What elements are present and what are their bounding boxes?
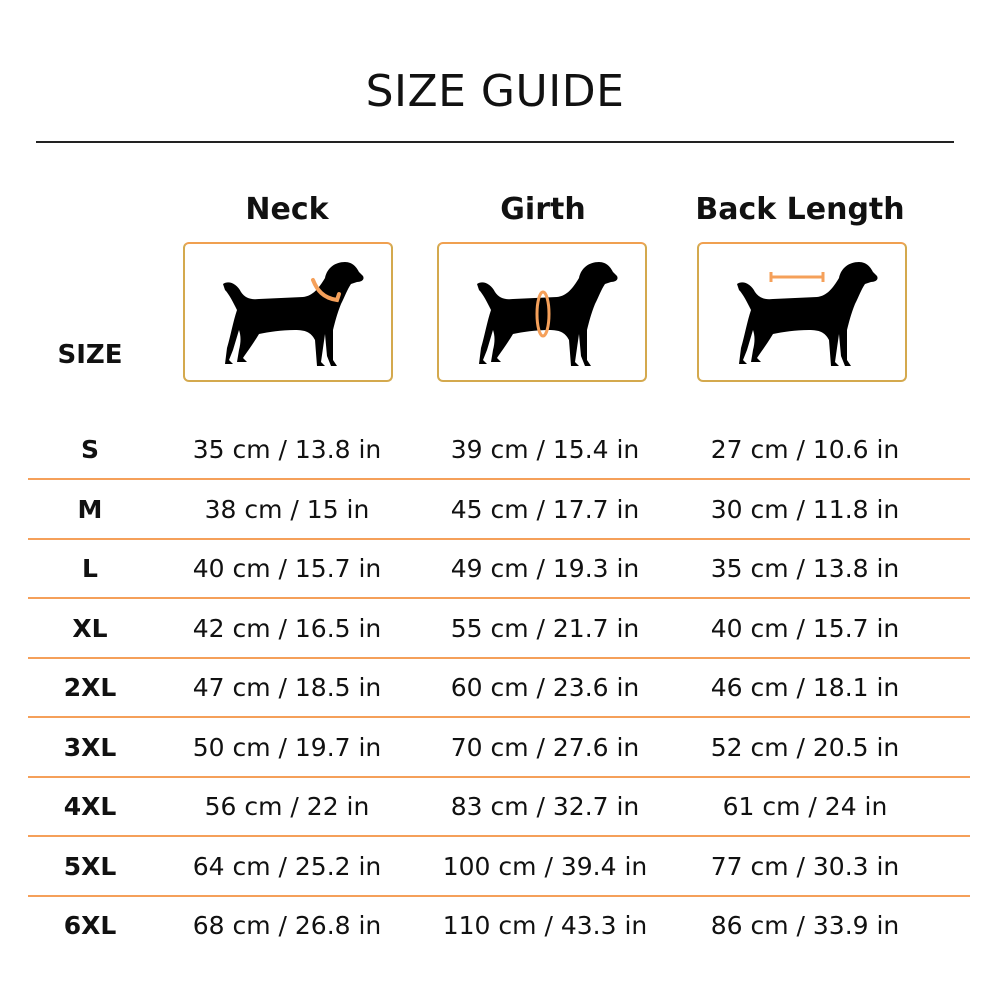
row-divider	[28, 537, 970, 540]
girth-cell: 70 cm / 27.6 in	[450, 732, 640, 762]
size-cell: M	[77, 494, 103, 524]
girth-cell: 45 cm / 17.7 in	[450, 494, 640, 524]
table-row: 5XL 64 cm / 25.2 in 100 cm / 39.4 in 77 cm …	[0, 837, 990, 897]
dog-silhouette	[737, 262, 878, 366]
row-divider	[28, 716, 970, 718]
girth-column-header: Girth	[500, 192, 586, 227]
size-cell: 5XL	[63, 851, 117, 881]
back-length-cell: 52 cm / 20.5 in	[710, 732, 900, 762]
row-divider	[28, 775, 970, 778]
size-column-header: SIZE	[57, 340, 123, 370]
table-row: 3XL 50 cm / 19.7 in 70 cm / 27.6 in 52 cm /…	[0, 718, 990, 778]
table-row: 4XL 56 cm / 22 in 83 cm / 32.7 in 61 cm / 2…	[0, 777, 990, 837]
girth-cell: 60 cm / 23.6 in	[450, 673, 640, 702]
back-length-cell: 30 cm / 11.8 in	[710, 494, 900, 524]
row-divider	[28, 656, 970, 659]
neck-column-header: Neck	[245, 192, 329, 227]
row-divider	[28, 597, 970, 599]
dog-silhouette	[477, 262, 618, 366]
girth-cell: 49 cm / 19.3 in	[450, 554, 640, 583]
dog-silhouette	[223, 262, 364, 366]
back-length-cell: 46 cm / 18.1 in	[710, 673, 900, 702]
neck-cell: 40 cm / 15.7 in	[192, 554, 382, 583]
size-cell: L	[82, 554, 98, 583]
back-length-cell: 40 cm / 15.7 in	[710, 613, 900, 643]
dog-back-length-measure-icon	[697, 242, 907, 382]
size-cell: S	[80, 435, 99, 464]
back-length-cell: 86 cm / 33.9 in	[710, 911, 900, 940]
back-length-cell: 35 cm / 13.8 in	[710, 554, 900, 583]
size-cell: 4XL	[63, 792, 117, 821]
page-title: SIZE GUIDE	[365, 66, 625, 117]
size-cell: XL	[72, 613, 108, 643]
table-row: L 40 cm / 15.7 in 49 cm / 19.3 in 35 cm / 1…	[0, 539, 990, 599]
girth-cell: 83 cm / 32.7 in	[450, 792, 640, 821]
girth-cell: 110 cm / 43.3 in	[442, 911, 648, 940]
row-divider	[28, 894, 970, 897]
row-divider	[28, 478, 970, 480]
size-cell: 6XL	[63, 911, 117, 940]
neck-cell: 42 cm / 16.5 in	[192, 613, 382, 643]
girth-cell: 39 cm / 15.4 in	[450, 435, 640, 464]
dog-girth-measure-icon	[437, 242, 647, 382]
back-length-cell: 61 cm / 24 in	[722, 792, 888, 821]
table-row: 2XL 47 cm / 18.5 in 60 cm / 23.6 in 46 cm /…	[0, 658, 990, 718]
table-row: S 35 cm / 13.8 in 39 cm / 15.4 in 27 cm / 1…	[0, 420, 990, 480]
size-cell: 3XL	[63, 732, 117, 762]
neck-cell: 38 cm / 15 in	[204, 494, 370, 524]
girth-cell: 100 cm / 39.4 in	[442, 851, 648, 881]
neck-cell: 50 cm / 19.7 in	[192, 732, 382, 762]
back-length-column-header: Back Length	[695, 192, 905, 227]
neck-cell: 68 cm / 26.8 in	[192, 911, 382, 940]
neck-cell: 56 cm / 22 in	[204, 792, 370, 821]
girth-cell: 55 cm / 21.7 in	[450, 613, 640, 643]
table-row: M 38 cm / 15 in 45 cm / 17.7 in 30 cm / 11.…	[0, 480, 990, 540]
neck-cell: 47 cm / 18.5 in	[192, 673, 382, 702]
table-row: XL 42 cm / 16.5 in 55 cm / 21.7 in 40 cm / …	[0, 599, 990, 659]
title-divider	[36, 141, 954, 143]
back-length-cell: 77 cm / 30.3 in	[710, 851, 900, 881]
dog-neck-measure-icon	[183, 242, 393, 382]
size-cell: 2XL	[63, 673, 117, 702]
table-row: 6XL 68 cm / 26.8 in 110 cm / 43.3 in 86 cm …	[0, 896, 990, 956]
row-divider	[28, 835, 970, 837]
back-length-cell: 27 cm / 10.6 in	[710, 435, 900, 464]
neck-cell: 64 cm / 25.2 in	[192, 851, 382, 881]
neck-cell: 35 cm / 13.8 in	[192, 435, 382, 464]
